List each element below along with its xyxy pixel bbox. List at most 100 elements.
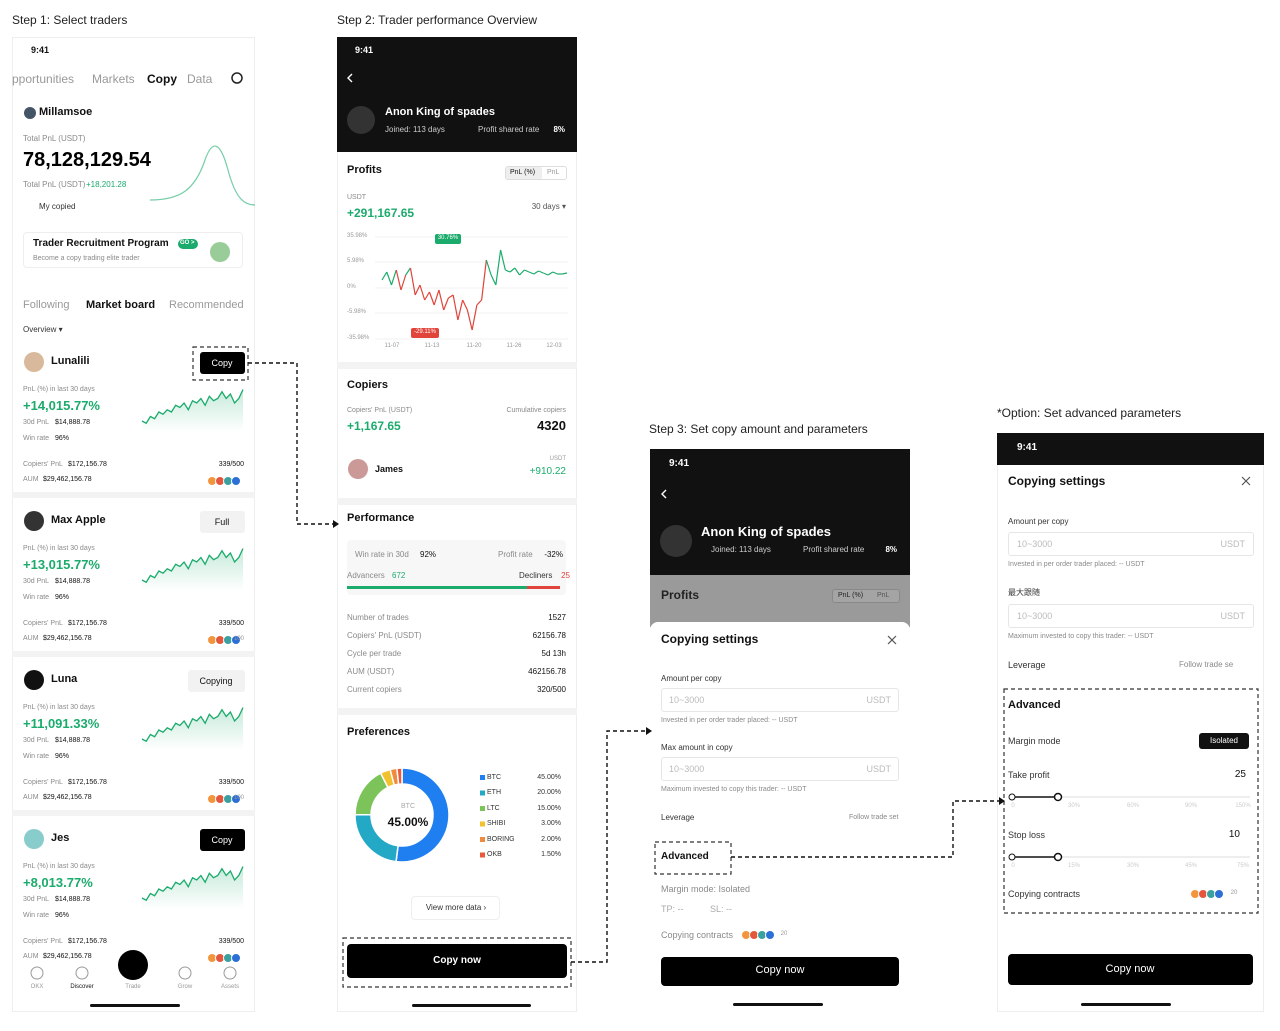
profit-line <box>390 269 397 286</box>
legend-swatch <box>480 821 485 827</box>
text: $172,156.78 <box>68 619 107 627</box>
text: Copiers' PnL <box>23 778 63 786</box>
text: 10 <box>1228 829 1240 840</box>
promo-card <box>23 232 243 268</box>
trader-name: Jes <box>51 832 70 845</box>
text: Decliners <box>519 571 553 581</box>
row-value: 5d 13h <box>541 649 566 659</box>
sparkline-area <box>142 389 243 432</box>
legend-swatch <box>480 837 485 842</box>
trader-button[interactable] <box>200 829 245 851</box>
avatar <box>210 242 230 262</box>
coin-icon <box>231 794 241 804</box>
button-label: Copy <box>211 357 233 368</box>
text: Profits <box>661 587 700 602</box>
coin-icon <box>231 476 241 486</box>
text: Maximum invested to copy this trader: --… <box>661 785 807 793</box>
divider <box>12 651 255 657</box>
legend-swatch <box>480 790 485 796</box>
toggle-active <box>506 167 542 179</box>
profit-line <box>395 269 402 291</box>
row-label: Number of trades <box>347 613 409 623</box>
input[interactable] <box>1008 532 1254 556</box>
text: AUM <box>23 634 39 642</box>
text: PnL (%) <box>510 168 536 176</box>
text: +13,015.77% <box>23 557 100 573</box>
trader-button[interactable] <box>188 670 245 692</box>
input[interactable] <box>661 688 899 712</box>
text: 8% <box>885 545 897 555</box>
profit-line <box>381 271 388 281</box>
button-label: Copying <box>199 675 233 686</box>
text: Performance <box>347 512 415 525</box>
row-value: 62156.78 <box>532 631 566 641</box>
copy-now-button[interactable] <box>661 957 899 986</box>
profit-line <box>419 284 426 301</box>
isolated-pill[interactable] <box>1199 733 1249 749</box>
coin-icon <box>765 930 775 940</box>
trader-button[interactable] <box>200 352 245 374</box>
subtab: Market board <box>86 299 156 312</box>
nav-icon <box>223 966 237 980</box>
text: +14,015.77% <box>23 398 100 414</box>
text: 30.76% <box>437 235 459 242</box>
text: PnL (%) in last 30 days <box>23 862 95 870</box>
text: Copying settings <box>661 631 759 646</box>
copy-now-button[interactable] <box>1008 954 1253 985</box>
text: Copiers' PnL <box>23 937 63 945</box>
text: USDT <box>347 193 367 201</box>
arrow-head <box>999 797 1005 805</box>
search-icon <box>231 72 243 84</box>
text: 339/500 <box>218 778 244 786</box>
text: PnL <box>547 168 560 176</box>
text: $14,888.78 <box>55 418 91 426</box>
bar <box>527 586 560 589</box>
button[interactable] <box>411 896 500 920</box>
input[interactable] <box>1008 604 1254 628</box>
text: USDT <box>549 456 566 463</box>
profit-line <box>490 274 497 286</box>
y-tick-label: 0% <box>347 284 356 291</box>
text: Overview ▾ <box>23 325 63 335</box>
sparkline <box>141 866 244 902</box>
text: Preferences <box>347 726 410 739</box>
text: 30d PnL <box>23 418 50 426</box>
text: Win rate <box>23 434 50 442</box>
text: 78,128,129.54 <box>23 149 151 171</box>
text: PnL (%) <box>838 591 864 599</box>
flow-arrow <box>248 362 333 525</box>
input[interactable] <box>661 757 899 781</box>
button-label: Full <box>214 516 230 527</box>
profit-line <box>528 271 535 275</box>
text: PnL (%) in last 30 days <box>23 385 95 393</box>
text: $172,156.78 <box>68 460 107 468</box>
row-label: Copiers' PnL (USDT) <box>347 631 422 641</box>
slider-tick: 45% <box>1184 863 1198 870</box>
profit-line <box>562 272 568 275</box>
back-icon <box>661 489 667 499</box>
text: SL: -- <box>710 903 733 914</box>
text: Anon King of spades <box>701 524 831 540</box>
text: 10~3000 <box>1017 538 1053 549</box>
copy-now-button[interactable] <box>347 944 567 978</box>
trader-button[interactable] <box>200 511 245 533</box>
legend-swatch <box>480 852 485 858</box>
back-icon <box>347 73 353 83</box>
home-indicator <box>90 1004 180 1007</box>
text: Cumulative copiers <box>506 406 566 414</box>
text: Max amount in copy <box>661 743 733 753</box>
slider-knob <box>1008 793 1016 801</box>
phone <box>997 433 1264 1012</box>
subtab: Recommended <box>169 299 244 312</box>
text: Advanced <box>1008 699 1061 712</box>
avatar <box>24 829 44 849</box>
y-tick-label: 35.98% <box>347 233 368 240</box>
sparkline <box>141 707 244 743</box>
profit-line <box>448 294 454 299</box>
text: USDT <box>866 763 892 774</box>
text: USDT <box>866 694 892 705</box>
text: James <box>375 463 404 474</box>
nav-label: Assets <box>220 984 240 991</box>
text: Copiers' PnL (USDT) <box>347 406 413 414</box>
